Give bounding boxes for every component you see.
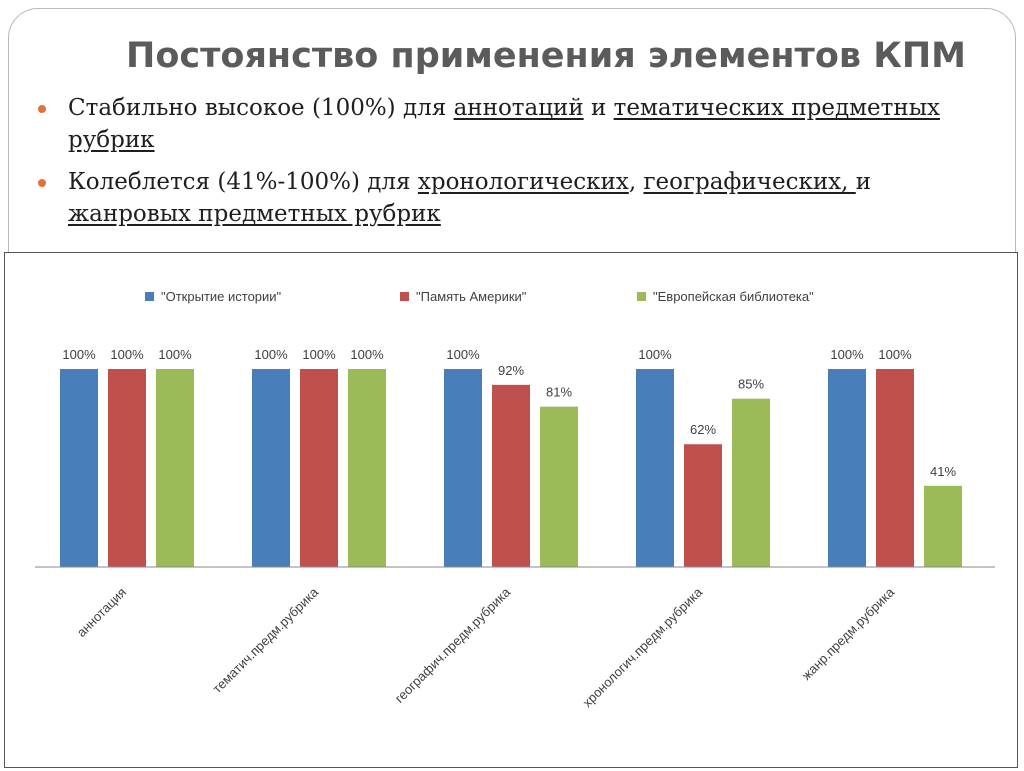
bullet-text-underlined: аннотаций [453,95,584,121]
bar [828,369,866,567]
legend-label: "Открытие истории" [161,289,282,304]
bullet-text: и [583,95,614,121]
x-tick-label: тематич.предм.рубрика [210,584,322,696]
legend-swatch [637,292,646,301]
bullet-text: Колеблется (41%-100%) для [68,169,418,195]
bar [732,398,770,567]
bar [540,406,578,567]
bullet-text: , [628,169,644,195]
legend-label: "Европейская библиотека" [653,289,814,304]
bullet-list: Стабильно высокое (100%) для аннотаций и… [36,92,996,240]
bar-data-label: 100% [110,347,144,362]
bar-data-label: 100% [254,347,288,362]
bullet-text-underlined: жанровых предметных рубрик [68,201,441,227]
legend-swatch [400,292,409,301]
bar-data-label: 100% [62,347,96,362]
bullet-text-underlined: тематических предметных рубрик [68,95,940,153]
chart-container: "Открытие истории" "Память Америки" "Европ… [4,252,1018,768]
bar-data-label: 100% [638,347,672,362]
bar-data-label: 81% [546,385,572,400]
bar [684,444,722,567]
bar [60,369,98,567]
bar-data-label: 100% [158,347,192,362]
bar-data-label: 41% [930,464,956,479]
bar [636,369,674,567]
bar [156,369,194,567]
bullet-text: и [855,169,872,195]
bar-data-label: 100% [878,347,912,362]
bar [924,485,962,567]
bar-data-label: 100% [830,347,864,362]
bar [300,369,338,567]
bar [108,369,146,567]
bar-data-label: 92% [498,363,524,378]
bar-data-label: 62% [690,422,716,437]
legend-swatch [145,292,154,301]
x-tick-labels: аннотация тематич.предм.рубрика географич.… [74,584,898,710]
bar [444,369,482,567]
bullet-text-underlined: хронологических [417,169,629,195]
x-tick-label: хронологич.предм.рубрика [579,584,705,710]
bar-data-label: 100% [446,347,480,362]
bar [492,384,530,567]
x-tick-label: жанр.предм.рубрика [799,584,898,683]
bar [876,369,914,567]
bullet-text: Стабильно высокое (100%) для [68,95,454,121]
bullet-text-underlined: географических, [643,169,856,195]
bar [348,369,386,567]
chart-bars [60,369,962,567]
page-title: Постоянство применения элементов КПМ [126,36,966,76]
bar-data-label: 100% [302,347,336,362]
bullet-dot-icon [38,105,46,113]
bar [252,369,290,567]
bar-chart: "Открытие истории" "Память Америки" "Европ… [35,289,995,710]
x-tick-label: аннотация [74,585,129,640]
bar-data-label: 100% [350,347,384,362]
bullet-item: Стабильно высокое (100%) для аннотаций и… [36,92,996,156]
chart-data-labels: 100% 100% 100% 100% 100% 100% 100% 92% 81% 100% 62… [62,347,956,479]
bullet-item: Колеблется (41%-100%) для хронологически… [36,166,996,230]
x-tick-label: географич.предм.рубрика [392,584,514,706]
bullet-dot-icon [38,179,46,187]
bar-data-label: 85% [738,377,764,392]
chart-legend: "Открытие истории" "Память Америки" "Европ… [145,289,814,304]
legend-label: "Память Америки" [416,289,527,304]
